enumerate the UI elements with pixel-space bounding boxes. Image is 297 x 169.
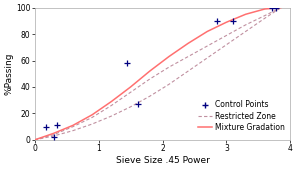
Point: [214, 20, 219, 22]
Point: [270, 6, 275, 9]
Point: [44, 125, 48, 128]
Point: [51, 136, 56, 139]
Point: [136, 103, 140, 106]
X-axis label: Sieve Size .45 Power: Sieve Size .45 Power: [116, 156, 209, 165]
Point: [125, 62, 130, 65]
Point: [55, 124, 59, 127]
Legend: Control Points, Restricted Zone, Mixture Gradation: Control Points, Restricted Zone, Mixture…: [197, 99, 287, 133]
Point: [274, 6, 279, 9]
Y-axis label: %Passing: %Passing: [4, 53, 13, 95]
Point: [230, 20, 235, 22]
